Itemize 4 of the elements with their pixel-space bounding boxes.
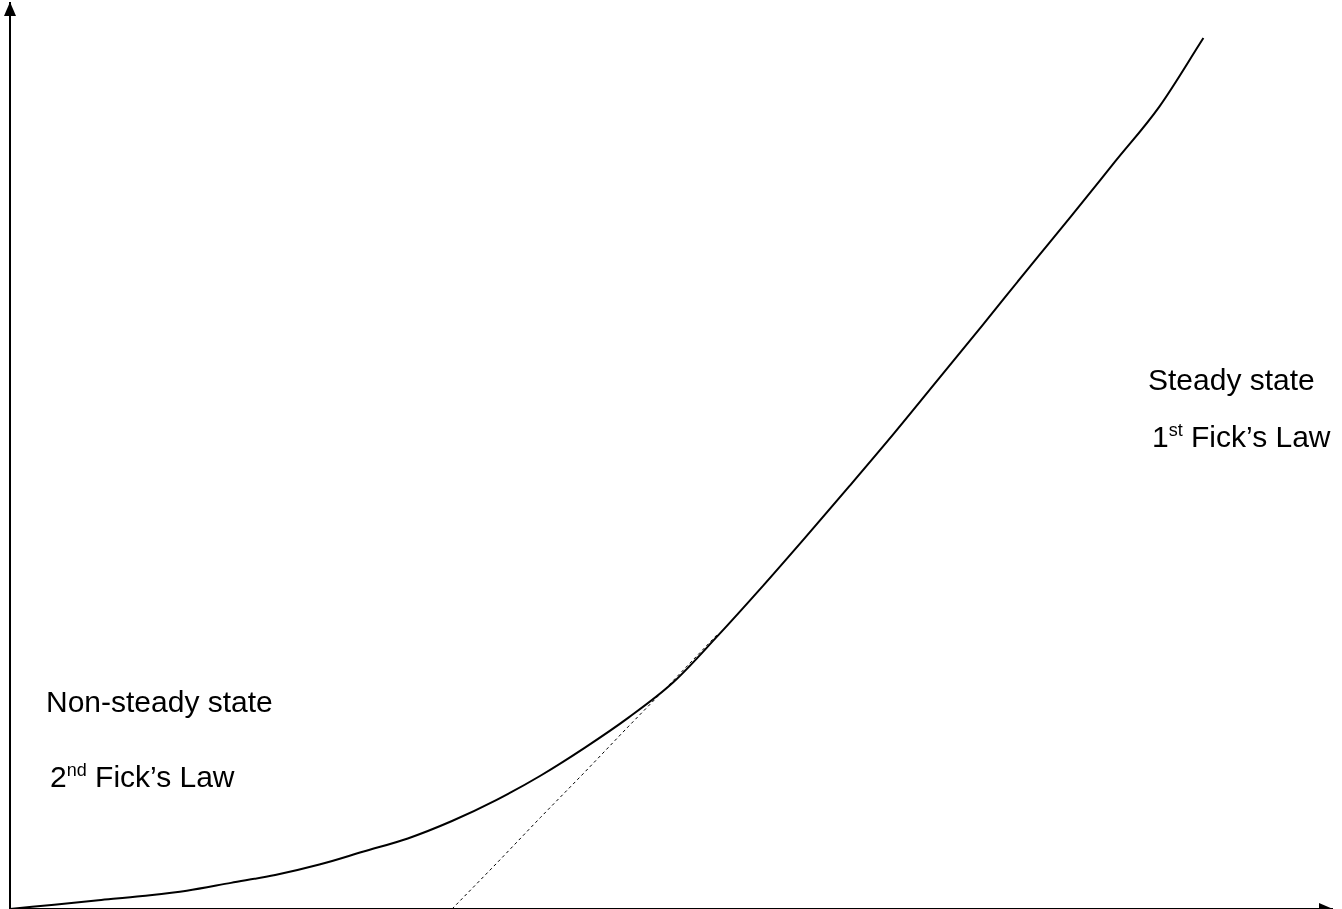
annotation: Non-steady state	[46, 685, 273, 719]
annotation: 2$^{nd}$ Fick’s Law	[50, 760, 235, 794]
annotation: Steady state	[1148, 363, 1315, 397]
annotation: 1$^{st}$ Fick’s Law	[1152, 420, 1331, 454]
